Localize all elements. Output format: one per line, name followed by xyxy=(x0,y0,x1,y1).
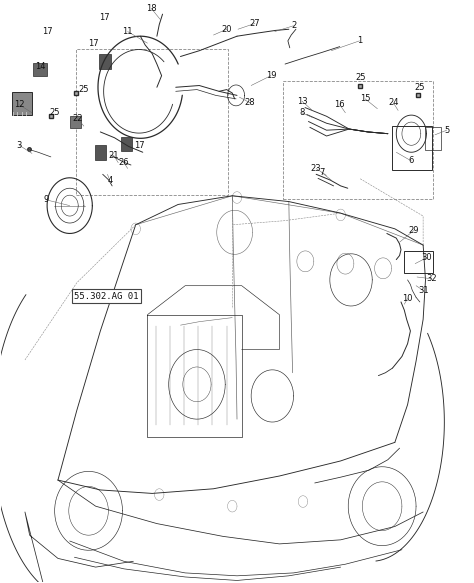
Text: 11: 11 xyxy=(122,27,133,36)
Text: 32: 32 xyxy=(426,274,437,283)
Bar xyxy=(95,145,106,160)
Bar xyxy=(76,49,228,195)
Text: 29: 29 xyxy=(409,226,419,235)
Text: 31: 31 xyxy=(418,286,428,295)
Bar xyxy=(283,82,433,199)
Text: 2: 2 xyxy=(291,21,296,30)
Text: 25: 25 xyxy=(79,85,89,94)
Text: 55.302.AG 01: 55.302.AG 01 xyxy=(74,292,139,301)
Text: 24: 24 xyxy=(388,99,399,107)
Text: 17: 17 xyxy=(99,13,109,22)
Bar xyxy=(12,93,32,114)
Text: 30: 30 xyxy=(421,254,432,262)
Text: 17: 17 xyxy=(42,27,53,36)
Text: 13: 13 xyxy=(297,97,307,106)
Text: 19: 19 xyxy=(266,71,276,80)
Bar xyxy=(34,63,46,76)
Text: 12: 12 xyxy=(14,100,25,109)
Text: 27: 27 xyxy=(250,19,260,28)
Text: 23: 23 xyxy=(311,164,321,173)
Text: 9: 9 xyxy=(44,195,49,204)
Bar xyxy=(404,251,434,273)
Text: 17: 17 xyxy=(134,141,144,150)
Text: 25: 25 xyxy=(355,73,366,82)
Bar xyxy=(120,136,132,151)
Text: 8: 8 xyxy=(300,108,305,117)
Text: 5: 5 xyxy=(444,126,449,135)
Text: 28: 28 xyxy=(245,99,255,107)
Text: 10: 10 xyxy=(402,294,413,303)
Text: 1: 1 xyxy=(357,36,362,45)
Text: 7: 7 xyxy=(319,168,325,177)
Text: 18: 18 xyxy=(146,4,156,13)
Text: 25: 25 xyxy=(49,108,59,117)
Text: 16: 16 xyxy=(335,100,345,109)
Text: 6: 6 xyxy=(409,156,414,166)
Text: 17: 17 xyxy=(88,38,99,48)
Bar xyxy=(70,116,82,128)
Text: 21: 21 xyxy=(108,150,119,160)
Bar xyxy=(392,126,432,170)
Text: 20: 20 xyxy=(221,24,232,34)
Text: 3: 3 xyxy=(17,141,22,150)
Text: 25: 25 xyxy=(415,83,425,92)
Text: 4: 4 xyxy=(107,175,112,185)
Bar xyxy=(426,127,440,150)
Bar xyxy=(100,54,111,69)
Text: 14: 14 xyxy=(35,62,46,71)
Text: 22: 22 xyxy=(73,114,83,123)
Text: 26: 26 xyxy=(118,158,129,167)
Text: 15: 15 xyxy=(360,94,370,103)
